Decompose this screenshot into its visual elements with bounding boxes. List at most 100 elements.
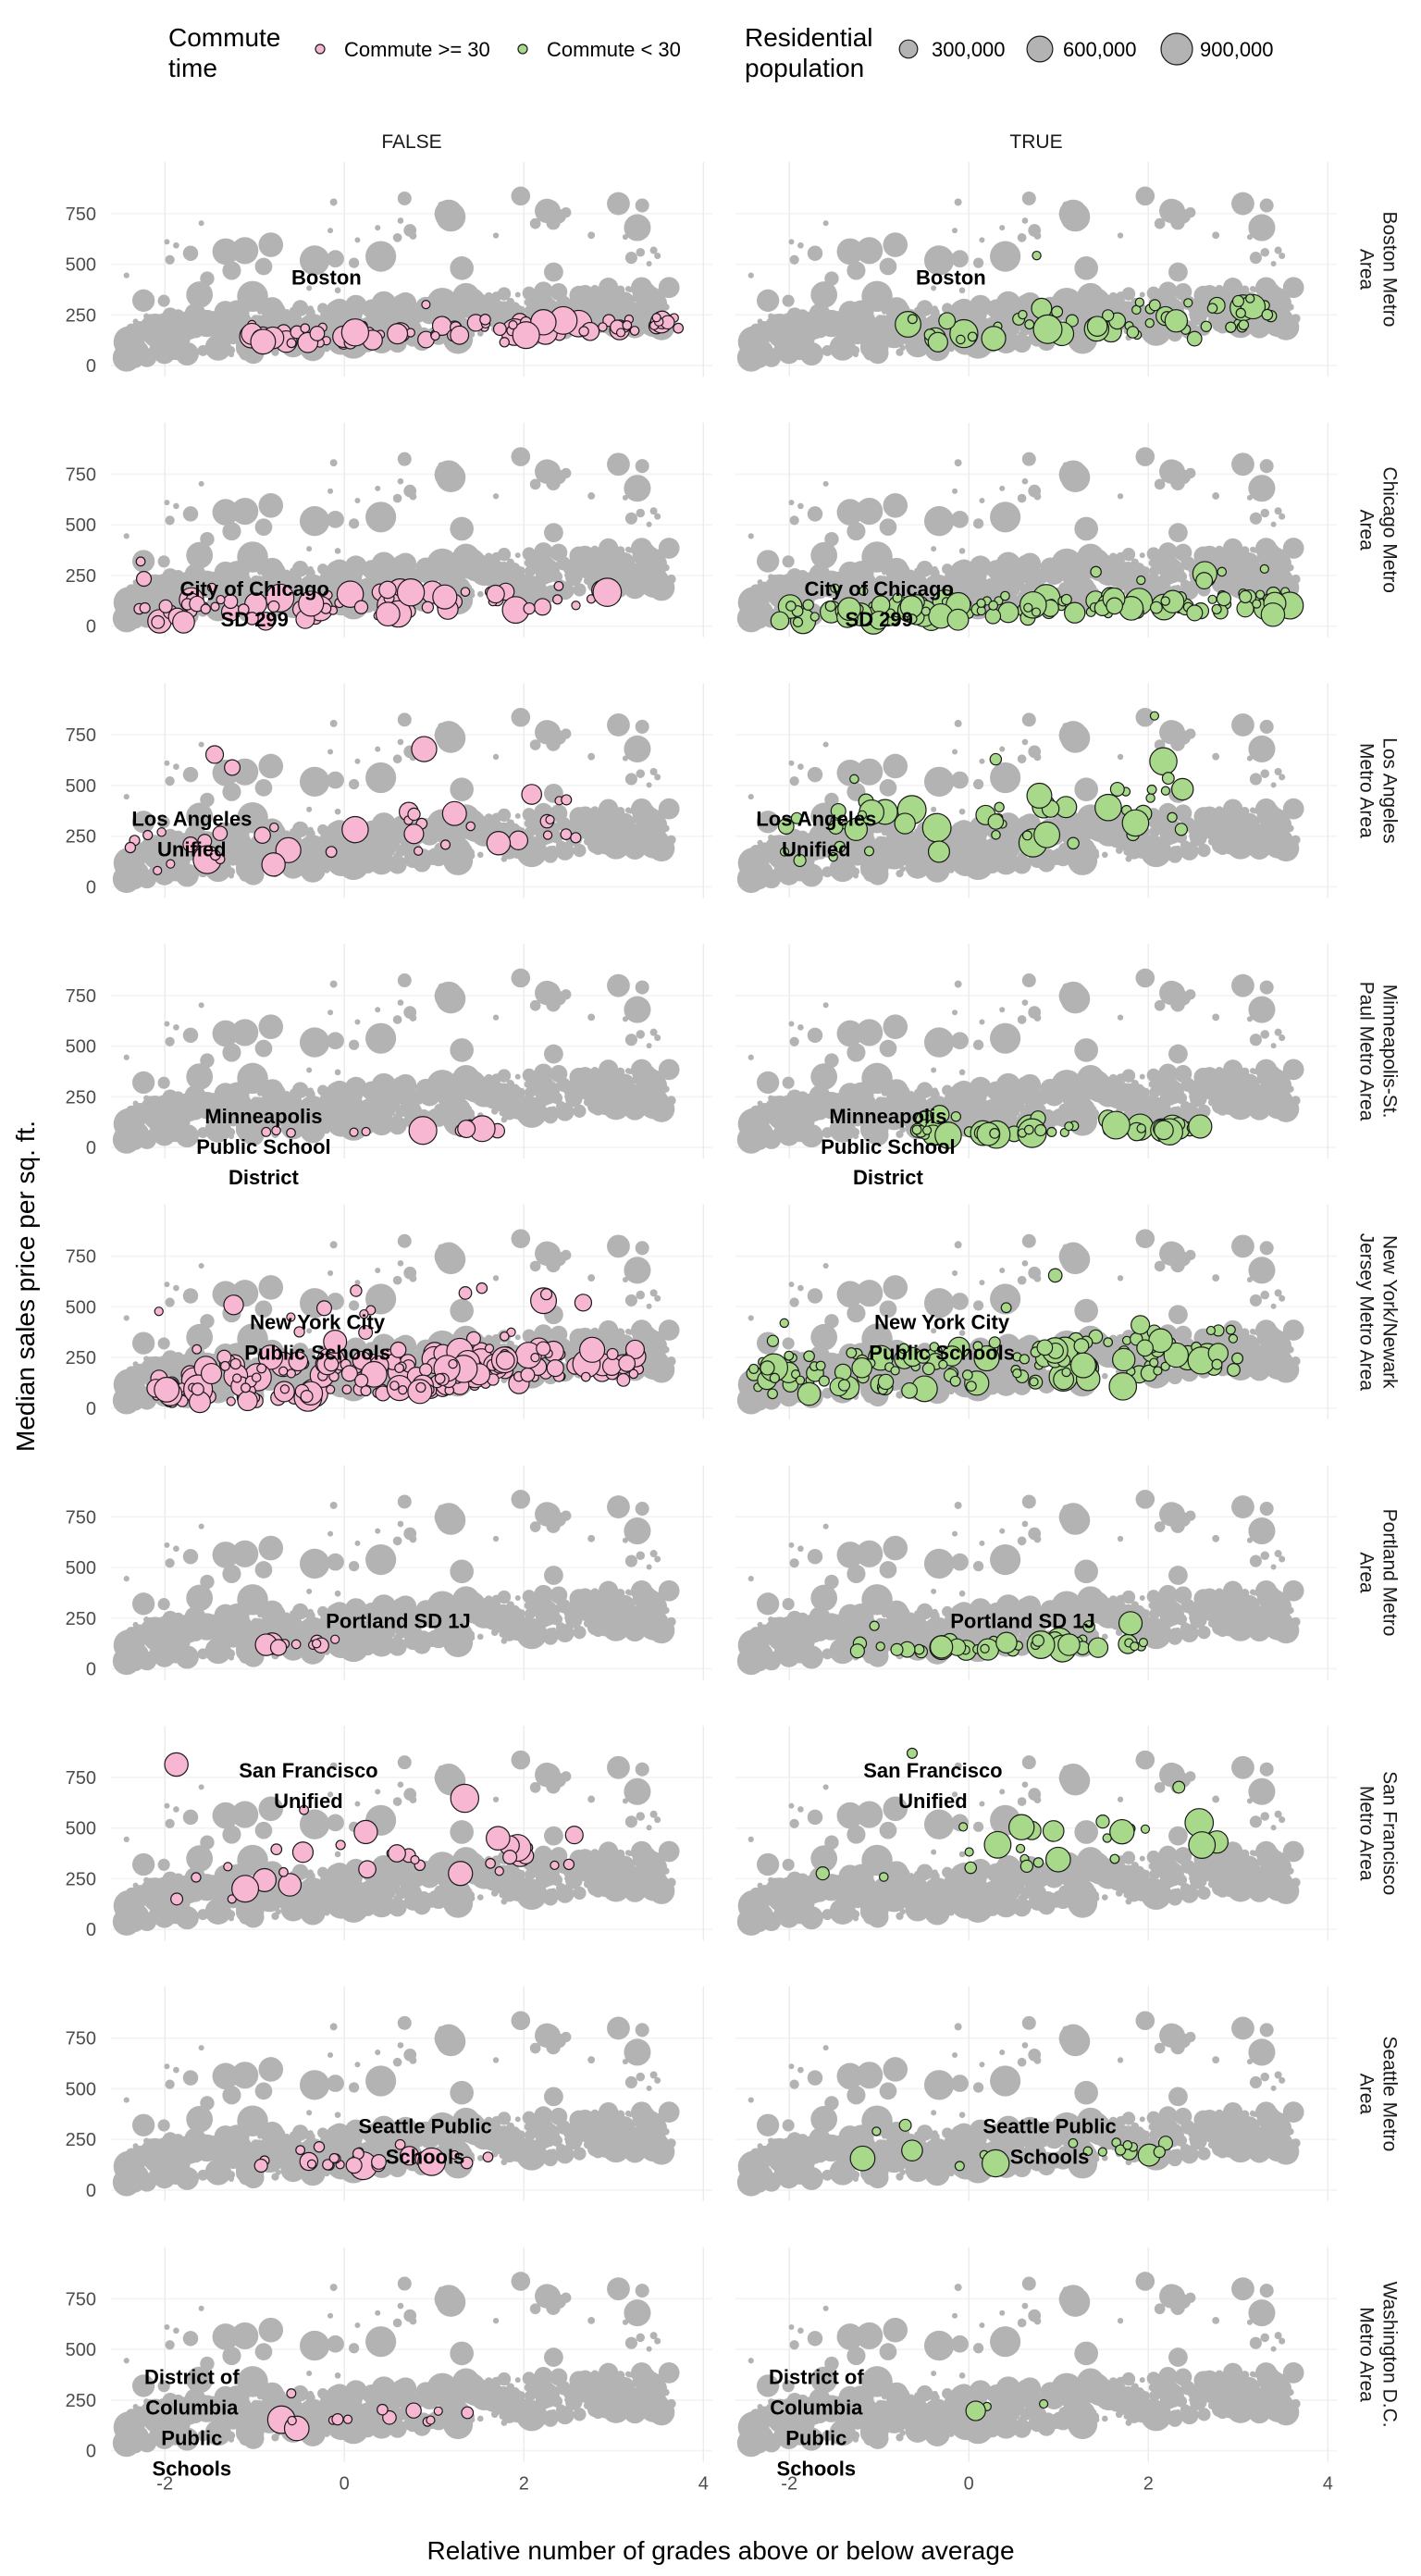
background-point [603, 300, 610, 306]
background-point [1180, 846, 1191, 857]
background-point [999, 1007, 1006, 1013]
series-point [142, 829, 154, 841]
background-point [1191, 819, 1206, 834]
series-point [938, 312, 957, 330]
background-point [182, 766, 199, 783]
background-point [403, 1088, 419, 1104]
background-point [1066, 556, 1075, 565]
series-point [809, 612, 820, 622]
series-point [1167, 811, 1178, 824]
background-point [302, 850, 310, 859]
background-point [851, 345, 860, 355]
background-point [338, 848, 370, 881]
background-point [822, 1002, 829, 1009]
background-point [434, 460, 463, 489]
background-point [392, 1015, 402, 1024]
background-point [636, 1030, 646, 1039]
background-point [317, 1084, 328, 1096]
background-point [164, 760, 170, 766]
series-point [552, 594, 563, 605]
background-point [587, 492, 596, 500]
background-point [951, 250, 969, 268]
background-point [624, 773, 637, 786]
background-point [599, 538, 619, 559]
background-point [1191, 297, 1206, 313]
series-point [224, 759, 241, 776]
background-point [645, 1094, 651, 1100]
background-point [348, 778, 360, 790]
series-point [486, 830, 512, 856]
background-point [566, 558, 582, 574]
background-point [1216, 547, 1225, 555]
background-point [263, 308, 269, 315]
background-point [881, 308, 888, 315]
background-point [617, 822, 624, 828]
background-point [392, 493, 402, 503]
background-point [198, 741, 204, 748]
background-point [254, 779, 273, 797]
background-point [1171, 300, 1180, 309]
background-point [656, 834, 663, 842]
background-point [810, 541, 838, 569]
series-point [1109, 781, 1125, 797]
background-point [660, 566, 666, 574]
background-point [224, 1082, 250, 1108]
background-point [775, 324, 782, 330]
background-point [1212, 492, 1220, 500]
background-point [348, 1039, 360, 1050]
background-point [1242, 561, 1248, 567]
y-tick-label: 750 [66, 464, 96, 485]
series-point [407, 807, 421, 822]
background-point [334, 1069, 341, 1076]
background-point [306, 1067, 313, 1073]
background-point [417, 1082, 435, 1098]
background-point [1017, 233, 1027, 242]
background-point [835, 865, 842, 872]
background-point [294, 1083, 307, 1096]
background-point [836, 759, 864, 786]
background-point [522, 286, 537, 301]
background-point [1228, 821, 1234, 827]
background-point [1058, 460, 1088, 489]
legend-size-key [1160, 32, 1193, 66]
background-point [1269, 1094, 1276, 1100]
background-point [807, 1027, 823, 1044]
background-point [1284, 1082, 1291, 1088]
background-point [263, 1090, 269, 1096]
background-point [168, 869, 178, 878]
background-point [1146, 547, 1161, 561]
background-point [658, 277, 680, 299]
background-point [1125, 855, 1132, 862]
background-point [564, 1092, 574, 1101]
background-point [1058, 199, 1088, 229]
background-point [1081, 303, 1092, 314]
series-point [135, 556, 146, 567]
background-point [1135, 968, 1155, 988]
district-label: Minneapolis [204, 1105, 322, 1128]
background-point [887, 1090, 894, 1096]
background-point [627, 286, 634, 293]
background-point [125, 1105, 138, 1118]
background-point [627, 808, 634, 814]
background-point [327, 488, 334, 494]
background-point [1021, 191, 1036, 205]
background-point [1249, 773, 1262, 786]
y-tick-label: 500 [66, 515, 96, 536]
background-point [1146, 1068, 1161, 1083]
background-point [797, 331, 810, 345]
background-point [892, 340, 898, 346]
background-point [299, 766, 330, 798]
background-point [660, 1088, 666, 1095]
background-point [258, 1014, 284, 1039]
background-point [397, 738, 404, 746]
background-point [860, 341, 876, 357]
background-point [788, 239, 795, 245]
district-label: Boston [291, 266, 362, 289]
background-point [649, 246, 658, 254]
background-point [624, 512, 637, 525]
series-point [1252, 599, 1262, 609]
background-point [658, 538, 680, 559]
background-point [931, 546, 937, 552]
background-point [851, 867, 860, 876]
